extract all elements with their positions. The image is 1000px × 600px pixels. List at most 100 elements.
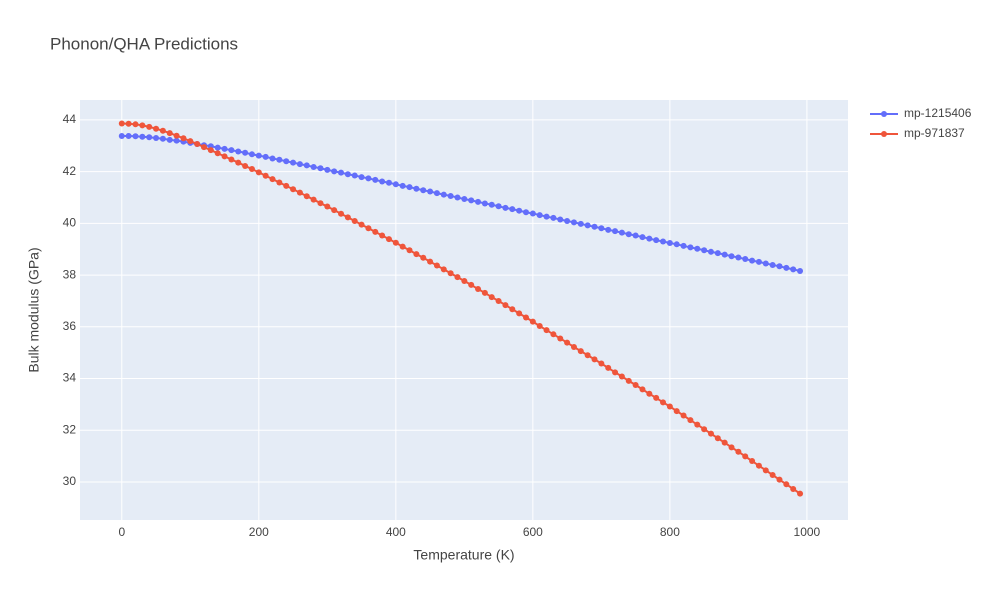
marker: [447, 192, 454, 199]
marker: [666, 403, 673, 410]
marker: [214, 150, 221, 157]
y-axis-title: Bulk modulus (GPa): [26, 247, 42, 372]
series-group: [118, 120, 804, 497]
y-tick-label: 36: [63, 319, 77, 333]
marker: [570, 219, 577, 226]
marker: [173, 137, 180, 144]
marker: [632, 232, 639, 239]
marker: [618, 229, 625, 236]
marker: [392, 181, 399, 188]
marker: [550, 214, 557, 221]
x-tick-label: 600: [523, 525, 543, 539]
marker: [427, 188, 434, 195]
marker: [139, 122, 146, 129]
marker: [331, 168, 338, 175]
marker: [550, 331, 557, 338]
marker: [433, 262, 440, 269]
marker: [687, 417, 694, 424]
marker: [468, 281, 475, 288]
marker: [413, 251, 420, 258]
marker: [351, 218, 358, 225]
grid: [80, 100, 848, 520]
marker: [612, 369, 619, 376]
marker: [728, 253, 735, 260]
marker: [612, 228, 619, 235]
marker: [454, 194, 461, 201]
marker: [564, 218, 571, 225]
marker: [255, 169, 262, 176]
x-axis-title: Temperature (K): [413, 547, 514, 563]
marker: [536, 212, 543, 219]
marker: [153, 125, 160, 132]
marker: [516, 207, 523, 214]
marker: [214, 144, 221, 151]
legend-label[interactable]: mp-1215406: [904, 106, 972, 120]
marker: [385, 179, 392, 186]
marker: [406, 247, 413, 254]
marker: [529, 318, 536, 325]
legend-marker: [881, 111, 887, 117]
marker: [639, 234, 646, 241]
marker: [221, 145, 228, 152]
marker: [728, 444, 735, 451]
marker: [639, 386, 646, 393]
marker: [132, 121, 139, 128]
marker: [201, 144, 208, 151]
marker: [173, 132, 180, 139]
marker: [577, 348, 584, 355]
marker: [344, 171, 351, 178]
marker: [707, 430, 714, 437]
marker: [666, 240, 673, 247]
marker: [262, 153, 269, 160]
marker: [783, 264, 790, 271]
marker: [324, 166, 331, 173]
marker: [646, 390, 653, 397]
marker: [701, 426, 708, 433]
marker: [303, 162, 310, 169]
marker: [557, 216, 564, 223]
marker: [427, 258, 434, 265]
marker: [338, 210, 345, 217]
marker: [276, 179, 283, 186]
marker: [235, 159, 242, 166]
marker: [762, 467, 769, 474]
marker: [529, 210, 536, 217]
marker: [721, 439, 728, 446]
marker: [570, 343, 577, 350]
marker: [776, 263, 783, 270]
marker: [242, 162, 249, 169]
marker: [481, 200, 488, 207]
marker: [660, 399, 667, 406]
marker: [509, 206, 516, 213]
marker: [701, 247, 708, 254]
marker: [440, 191, 447, 198]
legend-label[interactable]: mp-971837: [904, 126, 965, 140]
marker: [783, 481, 790, 488]
y-tick-label: 42: [63, 164, 77, 178]
x-tick-label: 0: [118, 525, 125, 539]
marker: [790, 266, 797, 273]
marker: [598, 225, 605, 232]
marker: [475, 198, 482, 205]
y-tick-label: 34: [63, 371, 77, 385]
marker: [344, 214, 351, 221]
marker: [420, 254, 427, 261]
marker: [406, 184, 413, 191]
marker: [694, 421, 701, 428]
marker: [735, 448, 742, 455]
marker: [523, 314, 530, 321]
marker: [653, 237, 660, 244]
marker: [358, 221, 365, 228]
x-tick-label: 200: [249, 525, 269, 539]
marker: [166, 136, 173, 143]
marker: [735, 254, 742, 261]
y-tick-label: 30: [63, 474, 77, 488]
marker: [132, 133, 139, 140]
marker: [440, 266, 447, 273]
marker: [523, 209, 530, 216]
marker: [413, 185, 420, 192]
marker: [365, 225, 372, 232]
marker: [420, 187, 427, 194]
marker: [687, 244, 694, 251]
